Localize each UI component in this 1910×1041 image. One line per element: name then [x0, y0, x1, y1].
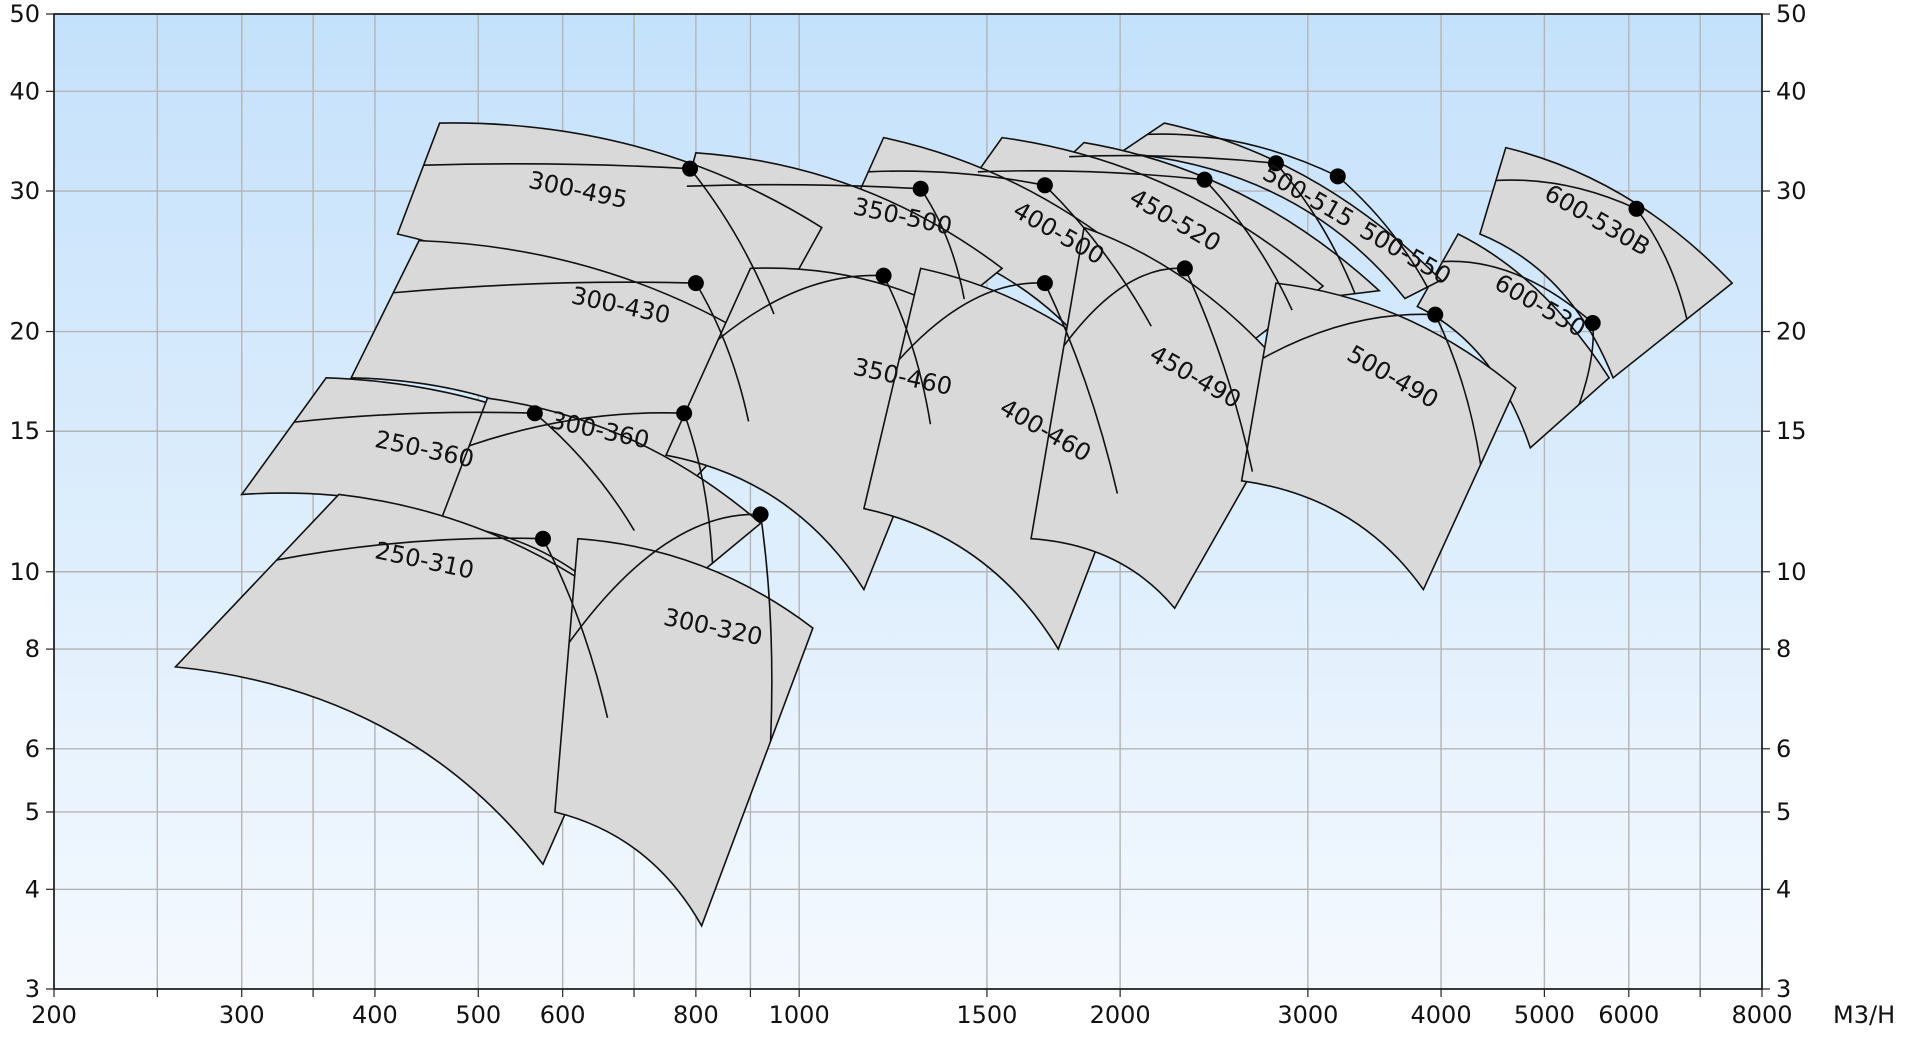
y-tick-label-right: 20 [1776, 318, 1807, 346]
y-tick-label-left: 8 [25, 635, 40, 663]
pump-regions [173, 122, 1734, 928]
x-tick-label: 1500 [956, 1001, 1017, 1029]
pump-region-300-320 [554, 537, 814, 928]
y-tick-label-left: 50 [9, 0, 40, 28]
bep-point-600-530 [1584, 314, 1601, 331]
y-tick-label-right: 3 [1776, 975, 1791, 1003]
bep-point-300-360 [676, 405, 693, 422]
bep-point-500-490 [1427, 306, 1444, 323]
bep-curve-300-430 [393, 281, 750, 422]
x-tick-label: 6000 [1598, 1001, 1659, 1029]
x-tick-label: 200 [31, 1001, 77, 1029]
x-tick-label: 300 [219, 1001, 265, 1029]
pump-region-600-530B [1478, 146, 1734, 380]
bep-point-450-490 [1176, 260, 1193, 277]
y-tick-label-right: 4 [1776, 875, 1791, 903]
x-tick-label: 400 [352, 1001, 398, 1029]
y-tick-label-left: 20 [9, 318, 40, 346]
y-tick-label-left: 15 [9, 417, 40, 445]
bep-curve-600-530 [1442, 260, 1594, 405]
bep-point-400-460 [1036, 275, 1053, 292]
bep-point-300-430 [687, 275, 704, 292]
y-tick-label-right: 10 [1776, 558, 1807, 586]
y-tick-label-left: 5 [25, 798, 40, 826]
y-tick-label-left: 4 [25, 875, 40, 903]
plot-frame [53, 13, 1763, 990]
x-tick-label: 8000 [1731, 1001, 1792, 1029]
y-tick-label-left: 40 [9, 77, 40, 105]
x-tick-label: 1000 [769, 1001, 830, 1029]
bep-point-400-500 [1036, 177, 1053, 194]
pump-region-250-310 [173, 493, 649, 866]
y-tick-label-right: 6 [1776, 735, 1791, 763]
y-tick-label-left: 30 [9, 177, 40, 205]
y-tick-label-left: 10 [9, 558, 40, 586]
y-tick-label-right: 30 [1776, 177, 1807, 205]
x-tick-label: 800 [673, 1001, 719, 1029]
bep-point-300-320 [752, 506, 769, 523]
y-tick-label-left: 6 [25, 735, 40, 763]
pump-region-500-550 [1117, 122, 1443, 300]
pump-region-500-490 [1240, 282, 1517, 592]
bep-point-300-495 [682, 160, 699, 177]
y-tick-label-right: 8 [1776, 635, 1791, 663]
axes: 200 300 400 500 600 800 1000 1500 2000 3000 4000 50… [9, 0, 1895, 1029]
bep-point-600-530B [1628, 200, 1645, 217]
x-tick-label: 4000 [1411, 1001, 1472, 1029]
x-tick-label: 3000 [1277, 1001, 1338, 1029]
bep-point-250-310 [534, 530, 551, 547]
bep-point-500-550 [1329, 168, 1346, 185]
bep-point-350-460 [875, 267, 892, 284]
bep-points [526, 155, 1645, 547]
bep-point-450-520 [1196, 171, 1213, 188]
x-tick-label: 500 [455, 1001, 501, 1029]
x-tick-label: 2000 [1090, 1001, 1151, 1029]
pump-region-600-530 [1416, 232, 1611, 450]
y-tick-label-left: 3 [25, 975, 40, 1003]
y-tick-label-right: 40 [1776, 77, 1807, 105]
x-tick-label: 600 [540, 1001, 586, 1029]
y-tick-label-right: 15 [1776, 417, 1807, 445]
x-tick-label: 5000 [1514, 1001, 1575, 1029]
bep-point-500-515 [1267, 155, 1284, 172]
bep-point-250-360 [526, 405, 543, 422]
bep-point-350-500 [912, 180, 929, 197]
bep-curve-350-500 [686, 183, 966, 300]
y-tick-label-right: 50 [1776, 0, 1807, 28]
y-tick-label-right: 5 [1776, 798, 1791, 826]
x-axis-unit-label: M3/H [1833, 1001, 1895, 1029]
